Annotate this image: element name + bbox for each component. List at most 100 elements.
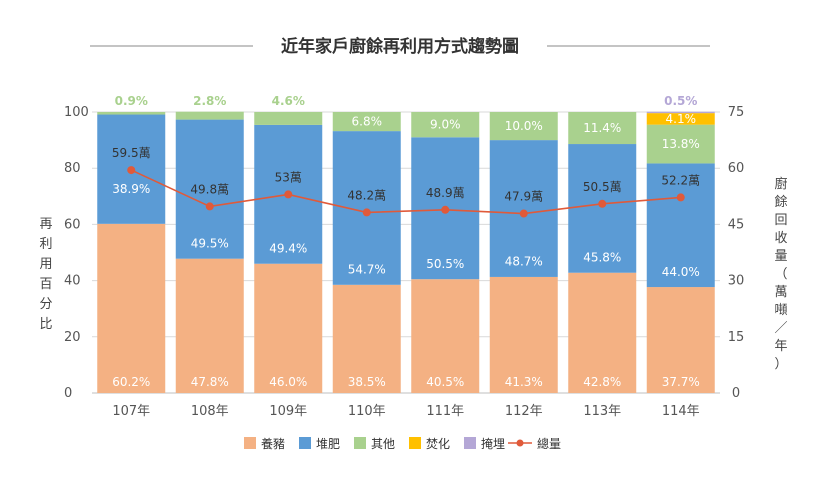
data-label: 44.0% (662, 265, 700, 279)
total-label: 48.9萬 (426, 186, 465, 200)
y2-axis-title-char: 餘 (774, 194, 787, 210)
data-label: 48.7% (505, 255, 543, 269)
bar-segment (411, 279, 480, 393)
data-label: 9.0% (430, 118, 461, 132)
legend-layer: 養豬 堆肥 其他 焚化 掩埋 總量 (244, 436, 561, 451)
data-label: 4.1% (666, 112, 697, 126)
bar-segment (175, 258, 244, 393)
y-tick-label: 20 (64, 330, 81, 345)
y2-axis-title-char: 年 (774, 339, 787, 354)
legend-label: 掩埋 (481, 437, 505, 451)
y2-axis-title-char: 回 (774, 213, 787, 228)
total-point (519, 209, 528, 218)
chart-title: 近年家戶廚餘再利用方式趨勢圖 (281, 36, 519, 57)
legend-swatch (244, 437, 256, 449)
x-tick-label: 112年 (505, 404, 543, 419)
y2-axis-title-char: 廚 (774, 176, 787, 192)
y2-axis-title-char: 量 (774, 249, 787, 264)
x-tick-label: 109年 (269, 404, 307, 419)
data-label: 13.8% (662, 137, 700, 151)
bar-segment (489, 140, 558, 277)
data-label: 46.0% (269, 375, 307, 389)
y2-axis-title-char: （ (774, 267, 787, 282)
data-label: 47.8% (191, 375, 229, 389)
total-label: 59.5萬 (112, 146, 151, 160)
bar-segment (411, 112, 480, 138)
y2-tick-label: 15 (728, 330, 745, 345)
bar-segment (489, 276, 558, 393)
total-label: 47.9萬 (504, 190, 543, 204)
y2-axis-title-char: 萬 (774, 285, 787, 300)
data-label: 2.8% (193, 94, 226, 108)
total-label: 50.5萬 (583, 180, 622, 194)
legend-label: 堆肥 (316, 437, 340, 451)
data-label: 41.3% (505, 375, 543, 389)
legend-swatch (354, 437, 366, 449)
bar-segment (646, 113, 715, 125)
data-label: 0.5% (664, 94, 697, 108)
total-point (205, 202, 214, 211)
total-label: 48.2萬 (347, 188, 386, 202)
legend-label: 總量 (537, 436, 561, 451)
y2-tick-label: 45 (728, 217, 745, 232)
y-axis-title-char: 用 (39, 257, 52, 272)
y2-axis-title-char: ） (774, 357, 787, 372)
legend-label: 養豬 (261, 436, 285, 451)
y2-axis-title-char: 噸 (774, 303, 787, 318)
y2-axis-title-char: ／ (774, 321, 787, 336)
total-label: 49.8萬 (190, 182, 229, 196)
y-tick-label: 40 (64, 274, 81, 289)
bar-segment (97, 112, 166, 115)
total-label: 53萬 (275, 170, 302, 184)
bar-segment (332, 112, 401, 132)
data-label: 10.0% (505, 119, 543, 133)
y-tick-label: 0 (64, 386, 72, 401)
data-label: 0.9% (115, 94, 148, 108)
bar-segment (175, 119, 244, 259)
data-label: 60.2% (112, 375, 150, 389)
legend-label: 其他 (371, 437, 395, 451)
bar-segment (332, 284, 401, 393)
data-label: 38.9% (112, 182, 150, 196)
bar-layer: 60.2% 38.9% 0.9% 47.8% 49.5% 2.8% 46.0% 49.4% 4.… (97, 94, 715, 393)
bar-segment (646, 124, 715, 164)
x-tick-label: 110年 (348, 404, 386, 419)
y-axis-title-char: 再 (39, 217, 52, 232)
total-point (598, 199, 607, 208)
line-layer: 59.5萬 49.8萬 53萬 48.2萬 48.9萬 47.9萬 50.5萬 52.2萬 (112, 146, 700, 218)
data-label: 54.7% (348, 263, 386, 277)
y-tick-label: 80 (64, 161, 81, 176)
y-axis-title-char: 比 (39, 317, 52, 332)
axis-layer: 0 20 40 60 80 100 0 15 30 45 60 75 107年 108年 109年 110年 1… (39, 105, 787, 419)
x-tick-label: 113年 (583, 404, 621, 419)
data-label: 38.5% (348, 375, 386, 389)
legend-swatch (464, 437, 476, 449)
total-point (441, 205, 450, 214)
bar-segment (254, 112, 323, 125)
bar-segment (489, 112, 558, 141)
data-label: 49.5% (191, 236, 229, 250)
x-tick-label: 107年 (112, 404, 150, 419)
y2-tick-label: 75 (728, 105, 745, 120)
y2-tick-label: 0 (732, 386, 740, 401)
bar-segment (568, 272, 637, 393)
y-axis-title-char: 利 (39, 237, 52, 252)
x-tick-label: 114年 (662, 404, 700, 419)
legend-swatch (409, 437, 421, 449)
bar-segment (254, 263, 323, 393)
legend-label: 焚化 (426, 437, 450, 451)
total-point (127, 166, 136, 175)
bar-segment (97, 223, 166, 393)
bar-segment (646, 163, 715, 288)
y-tick-label: 60 (64, 217, 81, 232)
bar-segment (568, 144, 637, 273)
bar-segment (646, 287, 715, 393)
y-axis-title-char: 分 (39, 297, 52, 312)
y2-tick-label: 60 (728, 161, 745, 176)
data-label: 6.8% (352, 115, 383, 129)
y2-tick-label: 30 (728, 274, 745, 289)
bar-segment (646, 111, 715, 114)
data-label: 50.5% (426, 257, 464, 271)
x-tick-label: 108年 (191, 404, 229, 419)
